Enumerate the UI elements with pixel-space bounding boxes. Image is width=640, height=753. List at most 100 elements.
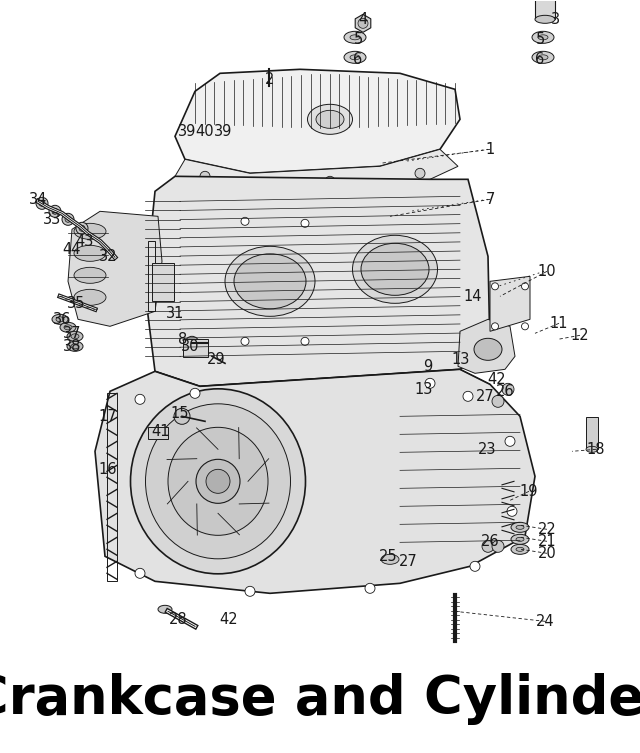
Text: 7: 7 [485,192,495,207]
Text: 1: 1 [485,142,495,157]
Text: 11: 11 [550,316,568,331]
Circle shape [174,408,190,425]
Text: 2: 2 [266,72,275,87]
Text: 14: 14 [464,289,483,303]
Text: 28: 28 [169,612,188,626]
Ellipse shape [344,32,366,44]
Ellipse shape [350,55,360,59]
Bar [183,340,208,358]
Polygon shape [148,241,155,311]
Ellipse shape [586,447,598,453]
Text: 39: 39 [214,123,232,139]
Bar [107,393,117,581]
Circle shape [415,169,425,178]
Circle shape [301,337,309,346]
Ellipse shape [74,289,106,305]
Text: 44: 44 [63,242,81,257]
Ellipse shape [316,111,344,128]
Circle shape [463,392,473,401]
Bar [535,0,555,20]
Circle shape [76,222,88,234]
Circle shape [190,389,200,398]
Text: 42: 42 [488,372,506,387]
Text: 23: 23 [477,442,496,457]
Ellipse shape [511,544,529,554]
Text: 30: 30 [180,339,199,354]
Circle shape [52,209,58,215]
Text: 19: 19 [520,484,538,498]
Text: 10: 10 [538,264,556,279]
Circle shape [135,395,145,404]
Ellipse shape [532,32,554,44]
Ellipse shape [511,523,529,532]
Circle shape [482,541,494,552]
Circle shape [492,395,504,407]
Ellipse shape [67,341,83,352]
Circle shape [492,541,504,552]
Text: 21: 21 [538,534,556,549]
Text: 4: 4 [358,12,367,27]
Text: Crankcase and Cylinder: Crankcase and Cylinder [0,673,640,725]
Text: 33: 33 [43,212,61,227]
Text: 36: 36 [53,312,71,327]
Circle shape [79,225,85,231]
Polygon shape [68,212,162,326]
Text: 27: 27 [476,389,494,404]
Polygon shape [175,149,458,186]
Circle shape [245,587,255,596]
Ellipse shape [131,389,305,574]
Circle shape [135,569,145,578]
Ellipse shape [474,338,502,361]
Bar [586,417,598,450]
Text: 5: 5 [536,32,545,47]
Text: 16: 16 [99,462,117,477]
Circle shape [507,506,517,517]
Ellipse shape [353,236,438,303]
Ellipse shape [60,322,76,332]
Text: 3: 3 [550,12,559,27]
Ellipse shape [538,55,548,59]
Circle shape [522,323,529,330]
Circle shape [301,219,309,227]
Circle shape [206,469,230,493]
Ellipse shape [168,427,268,535]
Ellipse shape [516,547,524,551]
Ellipse shape [344,51,366,63]
Circle shape [522,283,529,290]
Ellipse shape [145,404,291,559]
Ellipse shape [71,334,79,339]
Bar [152,264,174,301]
Ellipse shape [225,246,315,316]
Ellipse shape [532,51,554,63]
Ellipse shape [361,243,429,295]
Ellipse shape [52,314,68,325]
Text: 37: 37 [63,326,81,341]
Text: 5: 5 [353,32,363,47]
Polygon shape [490,276,530,331]
Circle shape [325,176,335,186]
Text: 41: 41 [152,424,170,439]
Text: 35: 35 [67,296,85,311]
Ellipse shape [516,538,524,541]
Text: 43: 43 [76,234,94,248]
Circle shape [185,337,199,350]
Ellipse shape [516,526,524,529]
Ellipse shape [381,554,399,564]
Ellipse shape [71,344,79,349]
Circle shape [505,436,515,447]
Text: 13: 13 [415,382,433,397]
Text: 39: 39 [178,123,196,139]
Circle shape [425,378,435,389]
Ellipse shape [74,267,106,283]
Circle shape [62,213,74,225]
Text: 38: 38 [63,339,81,354]
Text: 24: 24 [536,614,554,629]
Text: 8: 8 [179,332,188,347]
Text: 27: 27 [399,553,417,569]
Ellipse shape [56,317,64,322]
Circle shape [241,337,249,346]
Text: 9: 9 [424,359,433,373]
Ellipse shape [74,245,106,261]
Ellipse shape [234,254,306,309]
Polygon shape [175,69,460,173]
